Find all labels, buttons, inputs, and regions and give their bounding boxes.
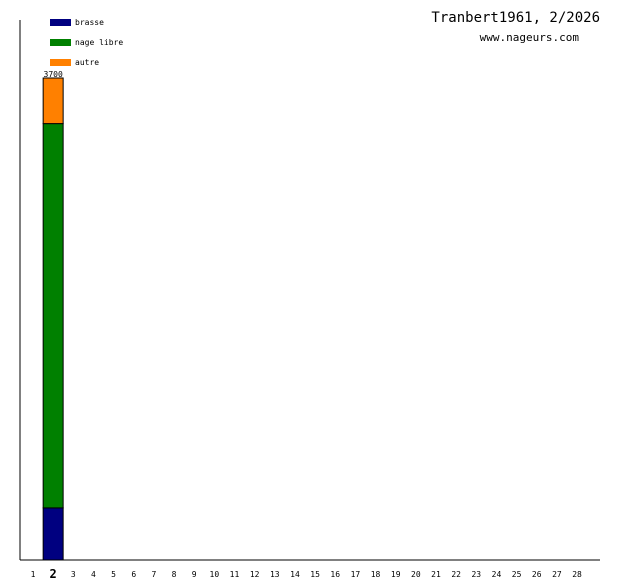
- x-tick-label-13: 13: [270, 570, 280, 579]
- x-tick-label-9: 9: [192, 570, 197, 579]
- x-tick-label-24: 24: [492, 570, 502, 579]
- x-tick-label-25: 25: [512, 570, 522, 579]
- x-tick-label-1: 1: [31, 570, 36, 579]
- x-tick-label-12: 12: [250, 570, 260, 579]
- legend-label-nage-libre: nage libre: [75, 38, 123, 47]
- bar-nage-libre-2: [42, 123, 64, 509]
- x-tick-label-27: 27: [552, 570, 562, 579]
- x-tick-label-14: 14: [290, 570, 300, 579]
- x-tick-label-10: 10: [210, 570, 220, 579]
- x-tick-label-16: 16: [330, 570, 340, 579]
- x-tick-label-4: 4: [91, 570, 96, 579]
- x-tick-label-15: 15: [310, 570, 320, 579]
- x-tick-label-28: 28: [572, 570, 582, 579]
- legend-label-brasse: brasse: [75, 18, 104, 27]
- x-tick-label-19: 19: [391, 570, 401, 579]
- bar-brasse-2: [42, 507, 64, 561]
- x-tick-label-26: 26: [532, 570, 542, 579]
- bar-autre-2: [42, 77, 64, 125]
- x-tick-label-18: 18: [371, 570, 381, 579]
- x-tick-label-2: 2: [50, 567, 57, 580]
- x-tick-label-17: 17: [351, 570, 361, 579]
- x-tick-label-11: 11: [230, 570, 240, 579]
- site-url: www.nageurs.com: [479, 31, 579, 44]
- x-tick-label-6: 6: [131, 570, 136, 579]
- x-tick-label-21: 21: [431, 570, 441, 579]
- legend-swatch-autre: [50, 59, 71, 66]
- chart-title: Tranbert1961, 2/2026: [431, 10, 600, 26]
- x-tick-label-5: 5: [111, 570, 116, 579]
- x-tick-label-23: 23: [471, 570, 481, 579]
- total-label-2: 3700: [44, 70, 63, 79]
- x-tick-label-3: 3: [71, 570, 76, 579]
- legend-swatch-nage-libre: [50, 39, 71, 46]
- legend-swatch-brasse: [50, 19, 71, 26]
- x-tick-label-7: 7: [151, 570, 156, 579]
- x-tick-label-8: 8: [172, 570, 177, 579]
- x-tick-label-20: 20: [411, 570, 421, 579]
- legend-label-autre: autre: [75, 58, 99, 67]
- x-tick-label-22: 22: [451, 570, 461, 579]
